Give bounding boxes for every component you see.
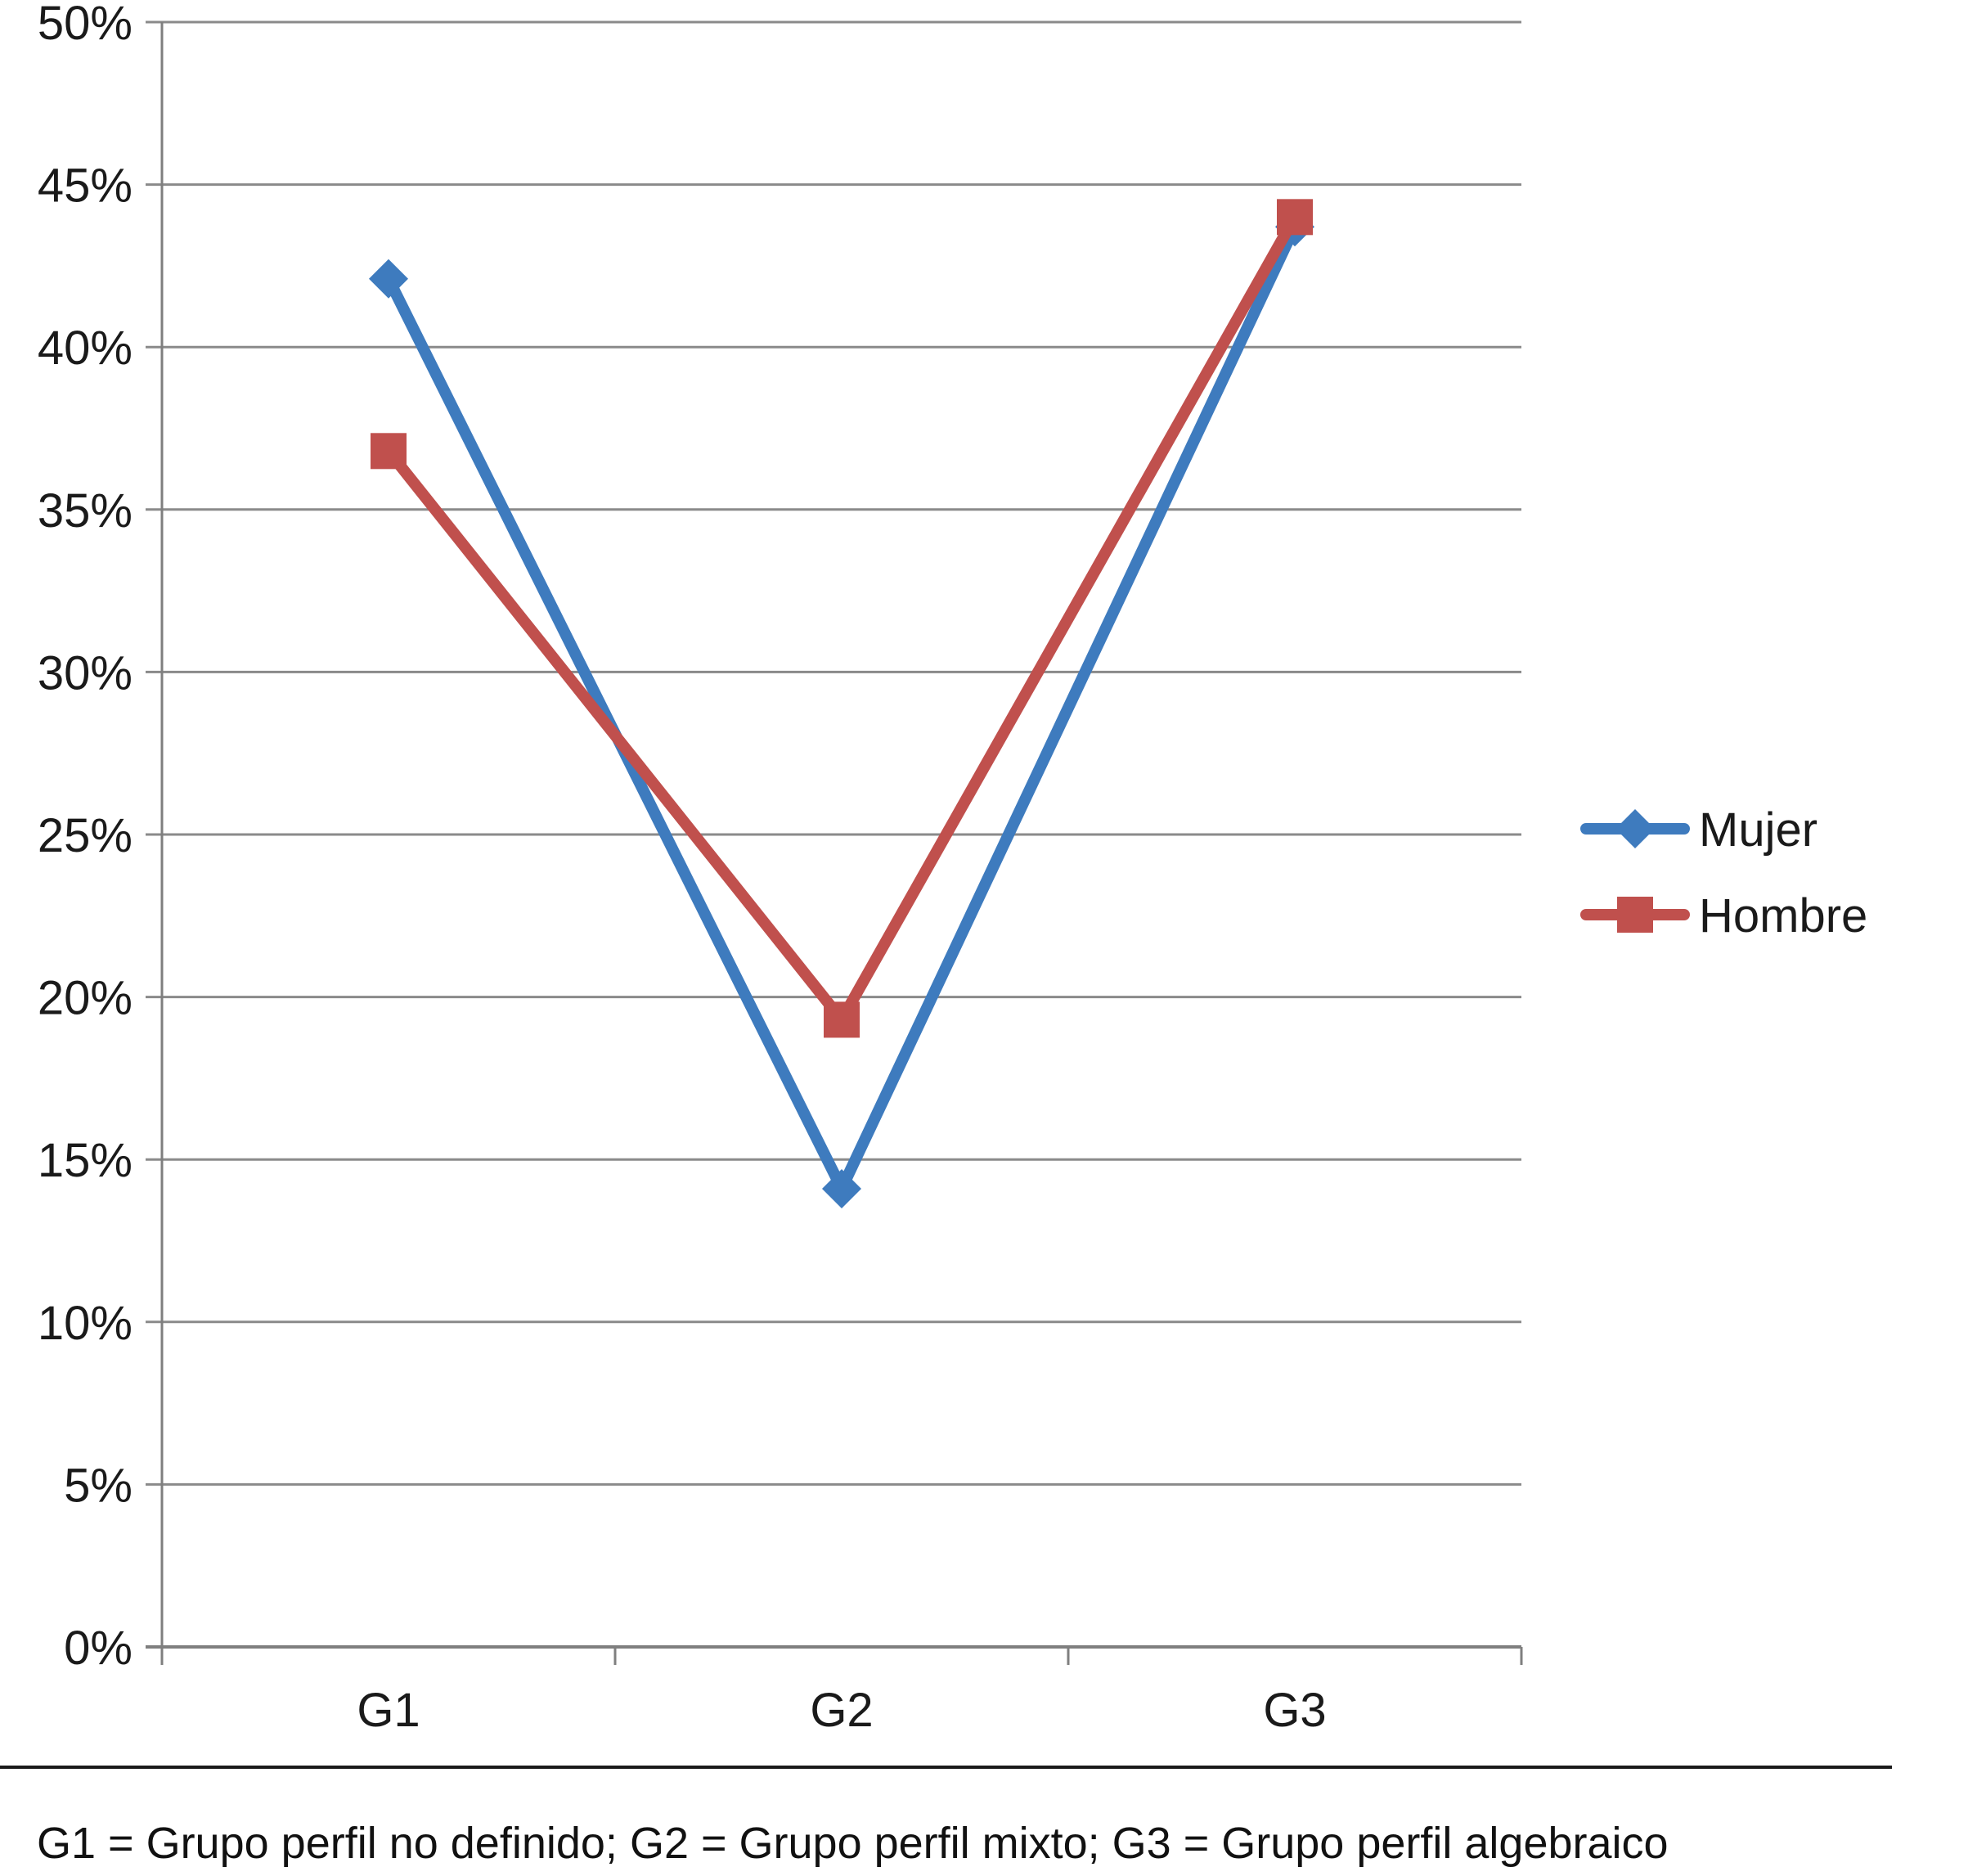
legend-label-mujer: Mujer [1699, 803, 1817, 857]
series-line-hombre [384, 214, 1301, 1030]
legend-square-marker [1617, 897, 1653, 933]
separator-line [0, 1766, 1892, 1769]
x-axis-tick-label: G3 [1263, 1684, 1326, 1737]
y-axis-tick-label: 25% [38, 809, 133, 862]
legend-item-hombre: Hombre [1580, 889, 1867, 942]
y-axis-tick-label: 15% [38, 1134, 133, 1187]
y-axis-tick-label: 0% [64, 1622, 133, 1675]
square-marker [1277, 199, 1313, 236]
y-axis-tick-label: 35% [38, 484, 133, 538]
square-marker [824, 1001, 860, 1038]
series-hombre [371, 199, 1313, 1038]
legend-label-hombre: Hombre [1699, 889, 1867, 942]
series-mujer [369, 207, 1314, 1208]
y-axis-tick-label: 50% [38, 0, 133, 50]
x-axis-tick-label: G2 [810, 1684, 873, 1737]
y-axis-tick-label: 30% [38, 646, 133, 700]
diamond-marker [369, 259, 408, 299]
legend-diamond-marker [1615, 809, 1655, 848]
series-line-mujer [383, 224, 1301, 1202]
x-axis-tick-label: G1 [357, 1684, 420, 1737]
y-axis-tick-label: 45% [38, 160, 133, 213]
square-marker [371, 433, 407, 470]
y-axis-tick-label: 20% [38, 972, 133, 1025]
y-axis-tick-label: 5% [64, 1459, 133, 1512]
y-axis-tick-label: 40% [38, 322, 133, 375]
diamond-marker [822, 1168, 861, 1208]
legend-item-mujer: Mujer [1580, 803, 1817, 857]
figure-caption: G1 = Grupo perfil no definido; G2 = Grup… [37, 1819, 1669, 1868]
y-axis-tick-label: 10% [38, 1297, 133, 1350]
